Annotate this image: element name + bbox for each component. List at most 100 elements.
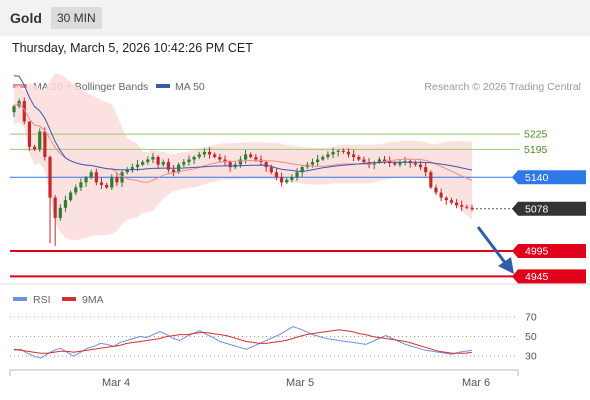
candle-body (58, 207, 62, 218)
candle-body (166, 162, 170, 170)
x-axis: Mar 4 Mar 5 Mar 6 (9, 369, 519, 389)
candle-body (141, 162, 145, 165)
candle-body (69, 192, 73, 201)
candle-body (439, 192, 443, 198)
ma50-legend-swatch (156, 84, 170, 88)
candle-body (454, 202, 459, 206)
candle-body (382, 159, 387, 162)
timeframe-badge[interactable]: 30 MIN (51, 7, 102, 29)
credit-label: Research © 2026 Trading Central (424, 81, 581, 93)
candle-body (146, 159, 150, 163)
candle (105, 182, 109, 189)
candle (285, 177, 289, 184)
timestamp: Thursday, March 5, 2026 10:42:26 PM CET (12, 41, 253, 55)
candle-body (125, 169, 129, 173)
candle (115, 173, 119, 186)
candle-body (94, 172, 98, 183)
x-tick-label: Mar 5 (286, 377, 314, 389)
candle (43, 127, 47, 161)
candle-body (53, 197, 57, 218)
candle (460, 200, 464, 211)
candle-body (321, 156, 325, 160)
main-legend: MA 20 + Bollinger Bands MA 50 Research ©… (13, 81, 581, 93)
candle-body (161, 162, 165, 165)
candle-body (105, 184, 109, 188)
candle-body (336, 150, 340, 152)
candle-body (74, 187, 78, 193)
moving-averages (13, 75, 473, 183)
candle-body (377, 159, 381, 163)
candle (48, 155, 52, 244)
candle-body (151, 156, 155, 160)
rsi-legend-swatch (13, 297, 27, 301)
level-tag-5078 (512, 201, 586, 216)
candle (12, 104, 16, 117)
candle-body (89, 172, 93, 178)
candle (89, 169, 93, 180)
candle-body (331, 151, 335, 155)
candle-body (362, 159, 366, 163)
candle-body (79, 182, 83, 188)
candle-body (22, 101, 26, 122)
candle (290, 174, 294, 183)
candle-body (130, 167, 134, 170)
level-label-5140: 5140 (525, 172, 549, 184)
candle-body (413, 163, 417, 165)
candle-body (429, 172, 433, 188)
candle (151, 152, 155, 164)
rsi-line (13, 326, 473, 359)
level-tag-4995 (512, 243, 586, 258)
candle-body (228, 162, 232, 168)
candle (249, 152, 253, 159)
candle-body (285, 179, 289, 183)
candle (192, 155, 196, 165)
level-label-5078: 5078 (525, 203, 549, 215)
candle (156, 155, 160, 170)
candle (341, 148, 345, 154)
candle-body (187, 159, 191, 163)
candle-body (110, 177, 114, 188)
candle-body (300, 167, 304, 173)
candle (38, 128, 42, 152)
candle-body (424, 167, 428, 173)
bollinger-band-area (14, 73, 472, 240)
rsi-tick-label-70: 70 (525, 311, 537, 323)
candle (403, 156, 407, 166)
x-tick-label: Mar 4 (102, 377, 130, 389)
candle (470, 204, 474, 212)
candle (352, 149, 356, 162)
candle (336, 149, 340, 157)
candle-body (470, 207, 474, 209)
candle (32, 144, 37, 151)
candle-body (279, 177, 284, 183)
level-label-4945: 4945 (525, 271, 549, 283)
candle (449, 197, 454, 205)
candle (331, 147, 335, 158)
candle-body (156, 156, 160, 165)
candle-body (460, 205, 464, 207)
candle-body (171, 169, 176, 173)
candle-body (444, 197, 448, 201)
candle-body (290, 177, 294, 180)
candle-body (32, 146, 37, 150)
candle-body (115, 177, 119, 183)
candle-body (43, 131, 47, 157)
candle-body (12, 106, 16, 113)
candle (187, 155, 191, 166)
candle-body (269, 167, 273, 173)
candle-body (316, 159, 320, 163)
candle-body (465, 206, 469, 208)
candle-body (398, 162, 402, 165)
candle-body (213, 154, 217, 157)
candle (27, 121, 32, 151)
candle (346, 148, 351, 158)
candle-body (264, 162, 268, 168)
candle (326, 151, 330, 160)
candle-body (218, 156, 222, 160)
candle (53, 195, 57, 246)
level-label-5195: 5195 (524, 144, 548, 156)
candle (316, 154, 320, 167)
candle-body (48, 156, 52, 198)
candle-body (403, 161, 407, 163)
candle-body (84, 177, 88, 183)
